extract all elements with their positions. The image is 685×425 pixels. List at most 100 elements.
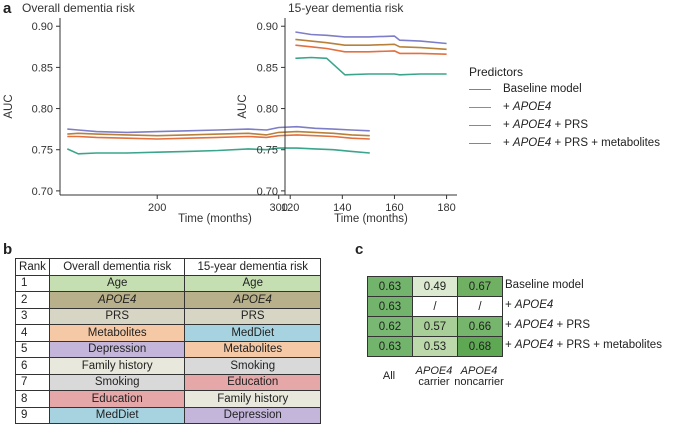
auc-cell: 0.68 bbox=[457, 336, 503, 357]
auc-cell: 0.63 bbox=[367, 296, 413, 317]
auc-column-label: APOE4 noncarrier bbox=[449, 366, 509, 388]
auc-column-label-gene: APOE4 bbox=[460, 365, 498, 377]
rank-cell: 2 bbox=[15, 291, 50, 309]
auc-column-label-text: carrier bbox=[418, 376, 450, 388]
auc-cell: 0.63 bbox=[367, 276, 413, 297]
auc-row-label: + APOE4 bbox=[505, 299, 553, 311]
auc-cell: 0.57 bbox=[412, 316, 458, 337]
overall-factor-cell: Family history bbox=[48, 357, 186, 375]
fifteen-year-risk-chart: 15-year dementia risk 0.70 0.75 0.80 0.85 0.9… bbox=[237, 1, 457, 225]
fifteen-factor-cell: Age bbox=[184, 274, 321, 292]
auc-cell: / bbox=[412, 296, 458, 317]
auc-row: 0.63 0.53 0.68 bbox=[367, 336, 503, 357]
header-rank: Rank bbox=[15, 258, 50, 276]
fifteen-factor-cell: PRS bbox=[184, 307, 321, 325]
rank-table: Rank Overall dementia risk 15-year demen… bbox=[15, 258, 321, 424]
fifteen-chart-title: 15-year dementia risk bbox=[288, 1, 404, 15]
overall-factor-cell: Education bbox=[48, 390, 186, 408]
fifteen-factor-cell: Family history bbox=[184, 390, 321, 408]
overall-factor-cell: APOE4 bbox=[48, 291, 186, 309]
fifteen-factor-cell: Metabolites bbox=[184, 340, 321, 358]
fifteen-y-axis-label: AUC bbox=[237, 94, 249, 118]
rank-row: 5 Depression Metabolites bbox=[15, 340, 321, 358]
auc-row-label: Baseline model bbox=[505, 279, 584, 291]
rank-cell: 4 bbox=[15, 324, 50, 342]
auc-cell: 0.67 bbox=[457, 276, 503, 297]
overall-factor-cell: Smoking bbox=[48, 373, 186, 391]
fifteen-x-axis-label: Time (months) bbox=[334, 213, 408, 225]
auc-column-label-text: noncarrier bbox=[454, 376, 504, 388]
legend-swatch-apoe4-prs-metabolites bbox=[469, 142, 491, 144]
overall-factor-cell: MedDiet bbox=[48, 406, 186, 424]
fifteen-series-baseline bbox=[295, 56, 447, 76]
legend-label-rest: + PRS + metabolites bbox=[551, 137, 660, 149]
auc-cell: 0.62 bbox=[367, 316, 413, 337]
auc-row-label-prefix: + bbox=[505, 319, 515, 331]
auc-row-label-gene: APOE4 bbox=[514, 319, 554, 331]
rank-row: 7 Smoking Education bbox=[15, 373, 321, 391]
panel-label-b: b bbox=[3, 241, 13, 258]
fifteen-x-tick-label: 140 bbox=[333, 202, 351, 214]
overall-x-tick-label: 200 bbox=[148, 202, 166, 214]
rank-row: 3 PRS PRS bbox=[15, 307, 321, 325]
overall-factor-cell: PRS bbox=[48, 307, 186, 325]
legend-label-rest: + PRS bbox=[551, 119, 589, 131]
fifteen-series-apoe4-prs-metabolites bbox=[295, 31, 447, 45]
auc-cell: 0.53 bbox=[412, 336, 458, 357]
auc-row-label: + APOE4 + PRS bbox=[505, 319, 590, 331]
legend-item-baseline: Baseline model bbox=[469, 83, 660, 95]
overall-factor-cell: Age bbox=[48, 274, 186, 292]
fifteen-x-tick-label: 120 bbox=[281, 202, 299, 214]
rank-cell: 9 bbox=[15, 406, 50, 424]
auc-row-label-prefix: + bbox=[505, 339, 515, 351]
legend-label-gene: APOE4 bbox=[512, 101, 552, 113]
rank-row: 9 MedDiet Depression bbox=[15, 406, 321, 424]
overall-series-apoe4-prs bbox=[67, 130, 370, 137]
header-fifteen: 15-year dementia risk bbox=[184, 258, 321, 276]
fifteen-factor-cell: Smoking bbox=[184, 357, 321, 375]
rank-cell: 1 bbox=[15, 274, 50, 292]
auc-column-label: All bbox=[359, 371, 419, 382]
panel-label-a: a bbox=[3, 0, 12, 17]
auc-row-label-prefix: + bbox=[505, 299, 515, 311]
auc-cell: / bbox=[457, 296, 503, 317]
fifteen-factor-cell: Depression bbox=[184, 406, 321, 424]
overall-x-tick-label: 300 bbox=[270, 202, 288, 214]
fifteen-y-tick-label: 0.75 bbox=[257, 145, 278, 157]
overall-factor-cell: Metabolites bbox=[48, 324, 186, 342]
fifteen-y-tick-label: 0.90 bbox=[257, 21, 278, 33]
legend-label-prefix: + bbox=[503, 137, 513, 149]
auc-row: 0.62 0.57 0.66 bbox=[367, 316, 503, 337]
header-overall: Overall dementia risk bbox=[48, 258, 186, 276]
auc-cell: 0.49 bbox=[412, 276, 458, 297]
fifteen-y-tick-label: 0.85 bbox=[257, 62, 278, 74]
fifteen-factor-cell: Education bbox=[184, 373, 321, 391]
auc-row-label: + APOE4 + PRS + metabolites bbox=[505, 339, 662, 351]
legend-swatch-apoe4-prs bbox=[469, 124, 491, 126]
auc-column-label-text: All bbox=[382, 370, 396, 382]
fifteen-x-tick-label: 160 bbox=[385, 202, 403, 214]
auc-column-label-gene: APOE4 bbox=[415, 365, 453, 377]
overall-factor-cell: Depression bbox=[48, 340, 186, 358]
legend-label-gene: APOE4 bbox=[512, 137, 552, 149]
fifteen-factor-cell: MedDiet bbox=[184, 324, 321, 342]
legend-label-prefix: + bbox=[503, 119, 513, 131]
rank-row: 6 Family history Smoking bbox=[15, 357, 321, 375]
legend-item-apoe4: + APOE4 bbox=[469, 101, 660, 113]
auc-row-label-rest: + PRS + metabolites bbox=[553, 339, 662, 351]
legend-label-prefix: + bbox=[503, 101, 513, 113]
overall-series-baseline bbox=[66, 147, 370, 155]
overall-series-apoe4-prs-metabolites bbox=[67, 125, 370, 134]
overall-risk-chart: Overall dementia risk 0.70 0.75 0.80 0.85 0.9… bbox=[3, 1, 382, 225]
legend-swatch-baseline bbox=[469, 88, 491, 90]
overall-y-tick-label: 0.80 bbox=[32, 104, 53, 116]
fifteen-x-tick-label: 180 bbox=[437, 202, 455, 214]
legend-title: Predictors bbox=[469, 65, 524, 79]
fifteen-series-apoe4 bbox=[295, 44, 447, 55]
fifteen-y-tick-label: 0.70 bbox=[257, 186, 278, 198]
overall-series-apoe4 bbox=[67, 134, 370, 140]
overall-y-tick-label: 0.70 bbox=[32, 186, 53, 198]
rank-cell: 7 bbox=[15, 373, 50, 391]
legend-item-apoe4-prs-metabolites: + APOE4 + PRS + metabolites bbox=[469, 137, 660, 149]
auc-row-label-prefix: Baseline model bbox=[505, 279, 584, 291]
